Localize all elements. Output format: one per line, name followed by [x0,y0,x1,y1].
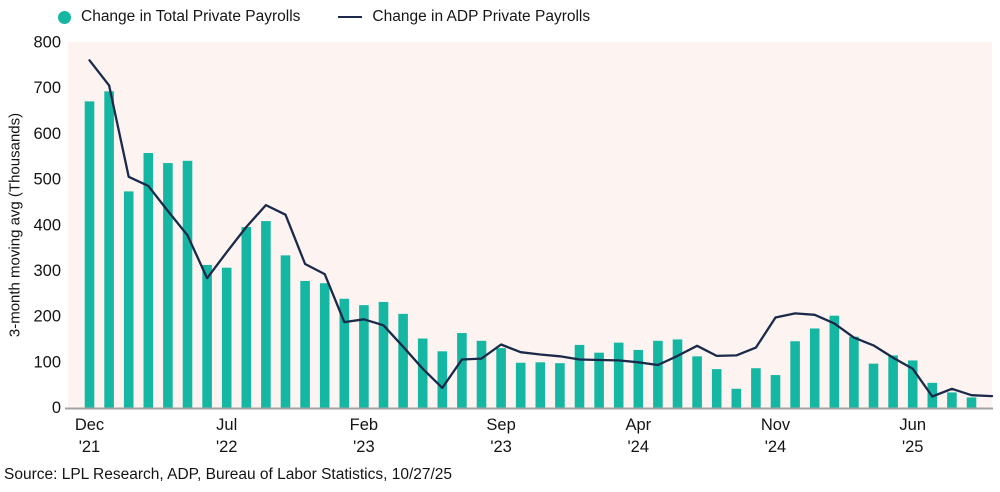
bar-Apr23 [398,313,408,408]
bar-Jun24 [672,339,683,408]
x-tick-year-Nov: '24 [765,438,787,456]
x-tick-month-Jul: Jul [216,416,237,434]
x-tick-year-Apr: '24 [628,438,650,456]
x-tick-month-Feb: Feb [350,416,378,434]
bar-Oct22 [280,255,291,408]
legend-dot-icon [58,10,71,24]
bar-Jul22 [221,267,232,408]
bar-Feb22 [123,191,134,408]
y-tick-500: 500 [33,171,61,189]
x-tick-year-Jun: '25 [902,438,924,456]
bar-Dec23 [555,363,565,408]
x-tick-month-Apr: Apr [625,416,651,434]
bar-Jun23 [437,351,448,408]
x-tick-month-Nov: Nov [761,416,791,434]
legend-item-adp-payrolls: Change in ADP Private Payrolls [338,8,590,26]
bar-Jul23 [457,333,467,408]
bar-Apr22 [163,163,173,408]
bar-Sep22 [261,221,271,408]
bar-Mar22 [143,153,154,408]
legend-label-total: Change in Total Private Payrolls [81,8,301,25]
bar-Feb24 [594,352,604,408]
bar-Feb23 [359,305,369,408]
y-tick-100: 100 [33,353,61,371]
legend-item-total-payrolls: Change in Total Private Payrolls [58,8,300,26]
bar-Sep24 [731,388,742,408]
bar-Apr24 [633,349,644,408]
y-tick-800: 800 [33,34,61,52]
bar-Nov22 [300,280,310,408]
y-tick-200: 200 [33,308,61,326]
bar-Nov23 [535,362,546,408]
legend: Change in Total Private Payrolls Change … [58,8,590,26]
bar-Dec24 [790,341,800,408]
bar-Dec21 [84,101,95,408]
bar-Oct23 [515,362,526,408]
bar-Sep23 [496,348,506,408]
legend-label-adp: Change in ADP Private Payrolls [372,8,591,25]
y-tick-600: 600 [33,125,61,143]
x-tick-year-Dec: '21 [79,438,101,456]
x-tick-month-Jun: Jun [899,416,926,434]
bar-May25 [888,355,898,408]
x-tick-year-Jul: '22 [216,438,238,456]
bar-Jun22 [202,264,212,408]
y-tick-700: 700 [33,79,61,97]
bar-Jul24 [692,356,702,408]
bar-Jan23 [339,298,350,408]
bar-Aug25 [947,392,957,408]
y-tick-400: 400 [33,216,61,234]
bar-Jan24 [574,344,585,408]
source-note: Source: LPL Research, ADP, Bureau of Lab… [4,466,453,483]
bar-Jun25 [907,360,918,408]
bar-Mar24 [613,342,624,408]
adp-line [88,59,994,398]
bar-Feb25 [829,315,840,408]
y-tick-0: 0 [52,399,61,417]
bar-Jan25 [809,328,820,408]
x-tick-year-Feb: '23 [353,438,375,456]
bar-Aug22 [241,227,252,408]
bar-Apr25 [868,363,879,408]
bar-Dec22 [319,283,330,408]
bar-Sep25 [966,397,977,408]
x-tick-month-Dec: Dec [75,416,104,434]
x-tick-year-Sep: '23 [490,438,512,456]
bar-May22 [182,160,193,408]
y-tick-300: 300 [33,262,61,280]
bar-Mar25 [849,336,859,408]
bar-Mar23 [378,301,389,408]
bar-May23 [417,338,428,408]
bar-Aug23 [476,340,487,408]
bar-Nov24 [770,375,781,408]
x-tick-month-Sep: Sep [486,416,515,434]
bar-Oct24 [751,368,761,408]
bar-Aug24 [711,369,722,408]
bar-May24 [653,340,663,408]
legend-line-icon [338,15,363,19]
bar-Jan22 [104,91,114,408]
